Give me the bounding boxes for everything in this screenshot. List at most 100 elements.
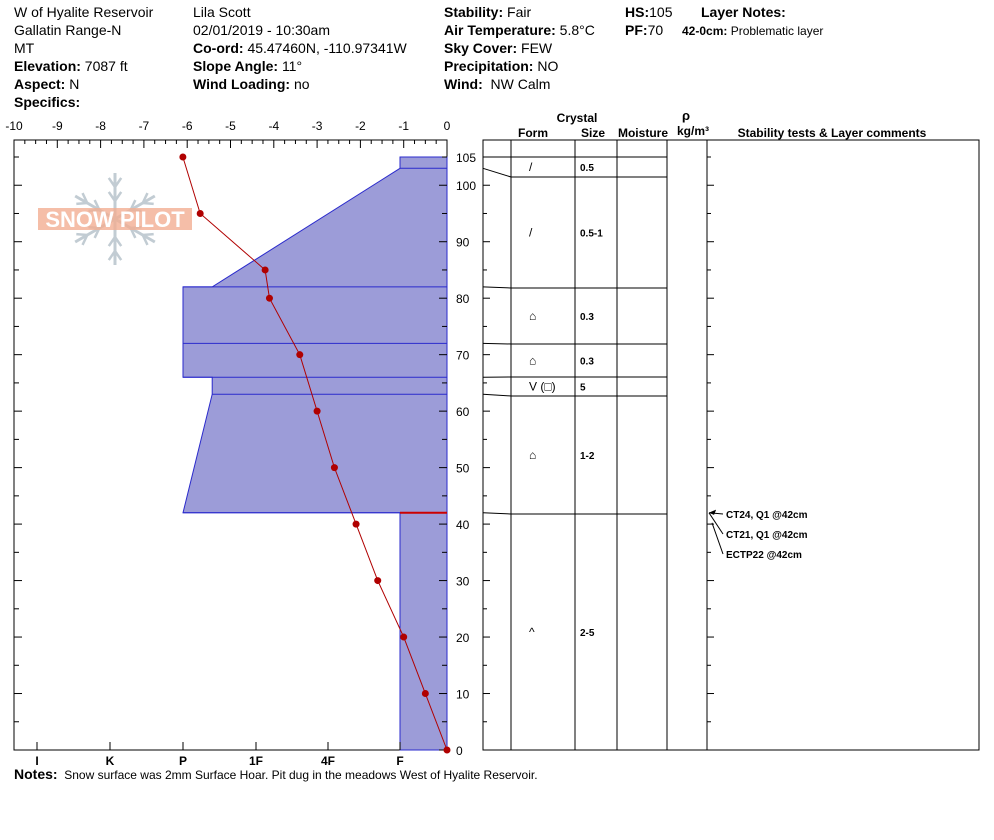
layer-note-text: Problematic layer [730, 24, 824, 38]
height-tick-label: 40 [456, 518, 470, 532]
snowflake-branch [76, 232, 88, 237]
depth-connector [482, 167, 512, 178]
air-temp-value: 5.8°C [559, 22, 595, 38]
crystal-form-symbol: ⌂ [529, 309, 536, 323]
crystal-size: 0.5 [580, 163, 594, 174]
stability-row: Stability: Fair [444, 3, 531, 21]
header-crystal: Crystal [557, 111, 598, 125]
header-comments: Stability tests & Layer comments [738, 126, 927, 140]
snowflake-branch [107, 250, 117, 261]
coord-label: Co-ord: [193, 40, 244, 56]
pf-value: 70 [647, 22, 664, 38]
crystal-form-symbol: ^ [529, 625, 535, 639]
temperature-point [313, 407, 321, 415]
snowflake-branch [142, 201, 154, 206]
temperature-point [421, 690, 429, 698]
snowflake-branch [81, 192, 89, 204]
header-size: Size [581, 126, 605, 140]
slope-label: Slope Angle: [193, 58, 279, 74]
sky-row: Sky Cover: FEW [444, 39, 552, 57]
temperature-point [296, 351, 304, 359]
hardness-tick-label: P [179, 754, 187, 768]
temp-tick-label: -3 [312, 119, 323, 133]
height-tick-label: 10 [456, 688, 470, 702]
crystal-size: 2-5 [580, 628, 595, 639]
height-tick-label: 0 [456, 744, 463, 758]
aspect-label: Aspect: [14, 76, 66, 92]
hardness-tick-label: 1F [249, 754, 263, 768]
height-tick-label: 100 [456, 179, 476, 193]
pf-label: PF: [625, 22, 648, 38]
slope-row: Slope Angle: 11° [193, 57, 302, 75]
snowflake-branch [113, 191, 123, 202]
temperature-point [265, 294, 273, 302]
air-temp-row: Air Temperature: 5.8°C [444, 21, 595, 39]
coord-row: Co-ord: 45.47460N, -110.97341W [193, 39, 407, 57]
wind-loading-row: Wind Loading: no [193, 75, 310, 93]
stability-test-label: CT24, Q1 @42cm [726, 510, 808, 521]
hs-value: 105 [649, 4, 673, 20]
temp-tick-label: -9 [52, 119, 63, 133]
temperature-point [330, 464, 338, 472]
snowflake-branch [81, 234, 89, 246]
temp-tick-label: -8 [95, 119, 106, 133]
wind-loading-value: no [293, 76, 310, 92]
logo-band [38, 208, 192, 230]
hardness-tick-label: K [106, 754, 115, 768]
layer-note: 42-0cm: Problematic layer [682, 22, 823, 40]
hardness-tick-label: I [35, 754, 38, 768]
specifics-row: Specifics: [14, 93, 80, 111]
snowflake-branch [141, 234, 149, 246]
header-density-unit: kg/m³ [677, 124, 709, 138]
header-form: Form [518, 126, 548, 140]
range: Gallatin Range-N [14, 22, 122, 38]
height-tick-label: 50 [456, 462, 470, 476]
temperature-line [182, 156, 448, 751]
wind-label: Wind: [444, 76, 483, 92]
aspect-row: Aspect: N [14, 75, 79, 93]
temperature-point [374, 577, 382, 585]
elevation-row: Elevation: 7087 ft [14, 57, 128, 75]
location: W of Hyalite Reservoir [14, 4, 154, 20]
stability-test-arrow [708, 512, 724, 535]
temperature-point [179, 153, 187, 161]
sky-label: Sky Cover: [444, 40, 518, 56]
snowflake-branch [107, 191, 117, 202]
snowflake-branch [113, 177, 123, 188]
layer-note-depth: 42-0cm: [682, 24, 728, 38]
stability-test-arrow [711, 522, 724, 555]
depth-connector [482, 393, 512, 397]
depth-connector [482, 512, 512, 515]
temp-tick-label: -5 [225, 119, 236, 133]
snowpilot-logo: SNOW PILOT [38, 173, 192, 265]
temperature-point [443, 746, 451, 754]
height-tick-label: 105 [456, 151, 476, 165]
crystal-form-symbol: ⌂ [529, 448, 536, 462]
wind-value: NW Calm [490, 76, 551, 92]
hardness-profile [182, 156, 448, 751]
height-tick-label: 80 [456, 292, 470, 306]
temp-tick-label: -6 [182, 119, 193, 133]
crystal-form-symbol: / [529, 160, 533, 174]
depth-connector [482, 342, 512, 345]
layer-table-frame [482, 139, 980, 751]
crystal-size: 0.5-1 [580, 229, 603, 240]
temp-tick-label: -2 [355, 119, 366, 133]
temp-tick-label: -4 [268, 119, 279, 133]
aspect-value: N [69, 76, 80, 92]
crystal-size: 1-2 [580, 451, 595, 462]
temperature-point [400, 633, 408, 641]
temperature-point [261, 266, 269, 274]
wind-row: Wind: NW Calm [444, 75, 550, 93]
stability-test-label: CT21, Q1 @42cm [726, 530, 808, 541]
air-temp-label: Air Temperature: [444, 22, 556, 38]
height-tick-label: 60 [456, 405, 470, 419]
height-tick-label: 90 [456, 236, 470, 250]
pf-row: PF:70 [625, 21, 663, 39]
crystal-form-symbol: / [529, 226, 533, 240]
crystal-form-symbol: ⌂ [529, 354, 536, 368]
hardness-tick-label: 4F [321, 754, 335, 768]
sky-value: FEW [521, 40, 553, 56]
snowflake-branch [76, 201, 88, 206]
